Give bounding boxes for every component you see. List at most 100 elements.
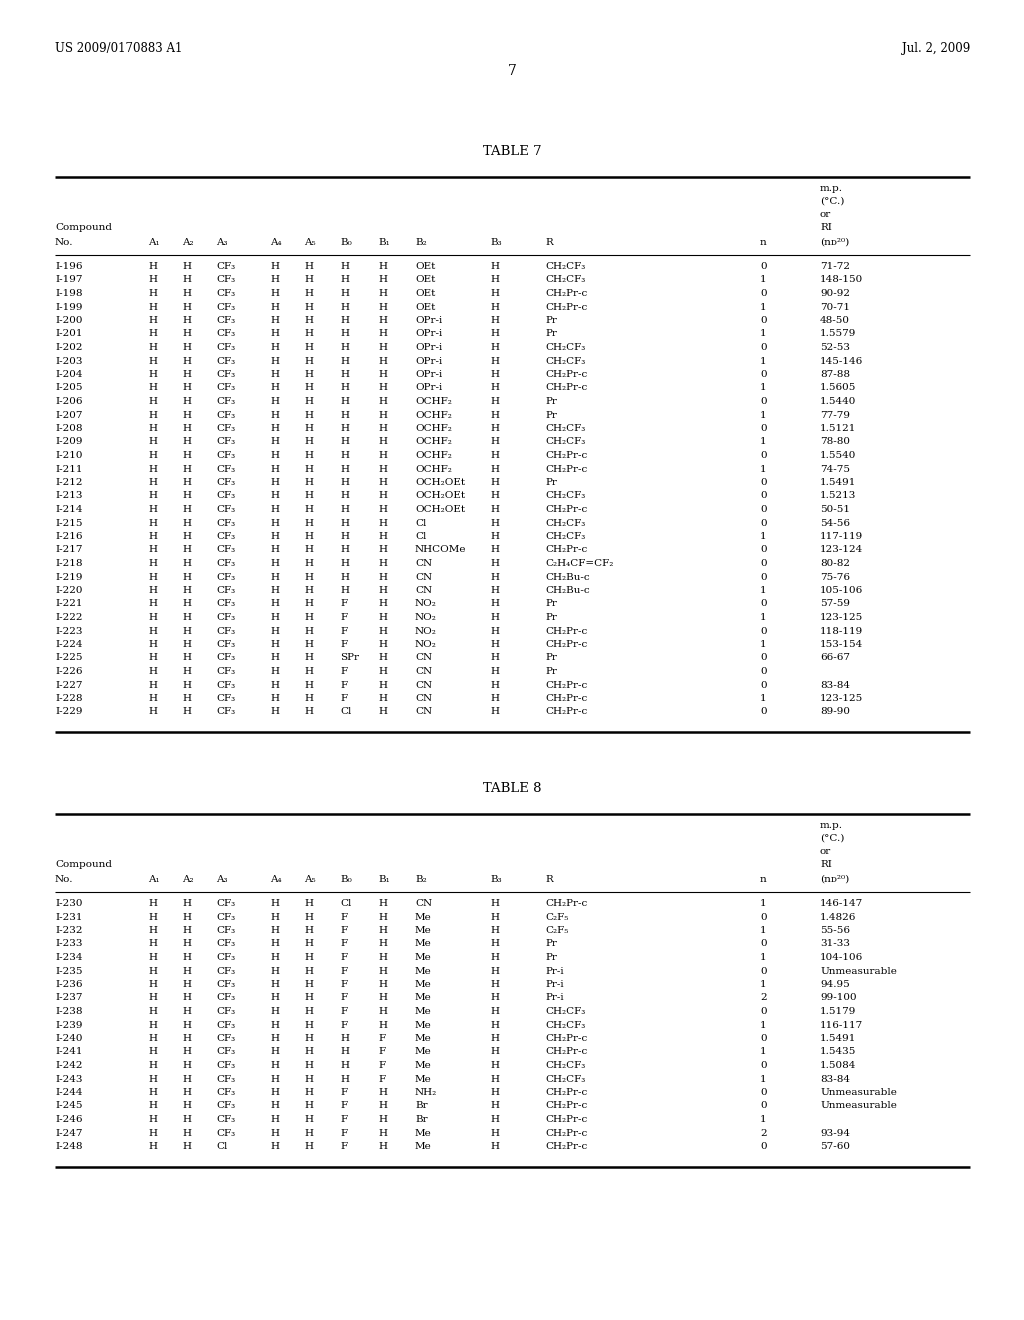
Text: I-241: I-241 bbox=[55, 1048, 83, 1056]
Text: F: F bbox=[340, 1020, 347, 1030]
Text: F: F bbox=[340, 1142, 347, 1151]
Text: CF₃: CF₃ bbox=[216, 545, 236, 554]
Text: OEt: OEt bbox=[415, 289, 435, 298]
Text: 1.5213: 1.5213 bbox=[820, 491, 856, 500]
Text: (nᴅ²⁰): (nᴅ²⁰) bbox=[820, 875, 849, 884]
Text: H: H bbox=[182, 451, 191, 459]
Text: B₃: B₃ bbox=[490, 875, 502, 884]
Text: H: H bbox=[490, 478, 499, 487]
Text: H: H bbox=[490, 1088, 499, 1097]
Text: H: H bbox=[148, 1101, 157, 1110]
Text: CN: CN bbox=[415, 681, 432, 689]
Text: H: H bbox=[182, 586, 191, 595]
Text: H: H bbox=[270, 465, 279, 474]
Text: 70-71: 70-71 bbox=[820, 302, 850, 312]
Text: H: H bbox=[490, 519, 499, 528]
Text: H: H bbox=[182, 424, 191, 433]
Text: H: H bbox=[270, 491, 279, 500]
Text: I-225: I-225 bbox=[55, 653, 83, 663]
Text: Pr: Pr bbox=[545, 612, 557, 622]
Text: H: H bbox=[270, 370, 279, 379]
Text: H: H bbox=[378, 1115, 387, 1125]
Text: CH₂CF₃: CH₂CF₃ bbox=[545, 437, 586, 446]
Text: H: H bbox=[270, 411, 279, 420]
Text: Me: Me bbox=[415, 1074, 432, 1084]
Text: CN: CN bbox=[415, 573, 432, 582]
Text: H: H bbox=[490, 491, 499, 500]
Text: H: H bbox=[304, 558, 313, 568]
Text: H: H bbox=[182, 994, 191, 1002]
Text: H: H bbox=[270, 627, 279, 635]
Text: H: H bbox=[490, 1142, 499, 1151]
Text: 0: 0 bbox=[760, 599, 767, 609]
Text: H: H bbox=[148, 694, 157, 704]
Text: 31-33: 31-33 bbox=[820, 940, 850, 949]
Text: CF₃: CF₃ bbox=[216, 966, 236, 975]
Text: OEt: OEt bbox=[415, 261, 435, 271]
Text: 1: 1 bbox=[760, 1115, 767, 1125]
Text: H: H bbox=[182, 694, 191, 704]
Text: 75-76: 75-76 bbox=[820, 573, 850, 582]
Text: I-214: I-214 bbox=[55, 506, 83, 513]
Text: H: H bbox=[182, 1115, 191, 1125]
Text: H: H bbox=[490, 940, 499, 949]
Text: 1.5491: 1.5491 bbox=[820, 1034, 856, 1043]
Text: Br: Br bbox=[415, 1101, 428, 1110]
Text: H: H bbox=[148, 612, 157, 622]
Text: H: H bbox=[182, 397, 191, 407]
Text: CF₃: CF₃ bbox=[216, 667, 236, 676]
Text: H: H bbox=[304, 994, 313, 1002]
Text: 145-146: 145-146 bbox=[820, 356, 863, 366]
Text: H: H bbox=[182, 330, 191, 338]
Text: 0: 0 bbox=[760, 667, 767, 676]
Text: H: H bbox=[182, 627, 191, 635]
Text: H: H bbox=[490, 681, 499, 689]
Text: CF₃: CF₃ bbox=[216, 599, 236, 609]
Text: H: H bbox=[490, 315, 499, 325]
Text: I-224: I-224 bbox=[55, 640, 83, 649]
Text: H: H bbox=[182, 478, 191, 487]
Text: H: H bbox=[270, 899, 279, 908]
Text: H: H bbox=[304, 384, 313, 392]
Text: F: F bbox=[340, 1129, 347, 1138]
Text: H: H bbox=[182, 612, 191, 622]
Text: I-209: I-209 bbox=[55, 437, 83, 446]
Text: A₃: A₃ bbox=[216, 875, 227, 884]
Text: CF₃: CF₃ bbox=[216, 343, 236, 352]
Text: 0: 0 bbox=[760, 1101, 767, 1110]
Text: H: H bbox=[304, 667, 313, 676]
Text: H: H bbox=[340, 545, 349, 554]
Text: F: F bbox=[378, 1074, 385, 1084]
Text: H: H bbox=[378, 966, 387, 975]
Text: H: H bbox=[304, 1048, 313, 1056]
Text: 87-88: 87-88 bbox=[820, 370, 850, 379]
Text: m.p.: m.p. bbox=[820, 821, 843, 830]
Text: 1.5579: 1.5579 bbox=[820, 330, 856, 338]
Text: RI: RI bbox=[820, 861, 831, 869]
Text: H: H bbox=[148, 994, 157, 1002]
Text: CH₂CF₃: CH₂CF₃ bbox=[545, 519, 586, 528]
Text: H: H bbox=[378, 315, 387, 325]
Text: H: H bbox=[490, 927, 499, 935]
Text: H: H bbox=[340, 343, 349, 352]
Text: 1.5605: 1.5605 bbox=[820, 384, 856, 392]
Text: I-235: I-235 bbox=[55, 966, 83, 975]
Text: CF₃: CF₃ bbox=[216, 586, 236, 595]
Text: H: H bbox=[340, 424, 349, 433]
Text: CF₃: CF₃ bbox=[216, 491, 236, 500]
Text: I-237: I-237 bbox=[55, 994, 83, 1002]
Text: CF₃: CF₃ bbox=[216, 1020, 236, 1030]
Text: H: H bbox=[182, 953, 191, 962]
Text: I-197: I-197 bbox=[55, 276, 83, 285]
Text: H: H bbox=[304, 586, 313, 595]
Text: H: H bbox=[490, 437, 499, 446]
Text: H: H bbox=[148, 927, 157, 935]
Text: H: H bbox=[148, 1034, 157, 1043]
Text: H: H bbox=[490, 1129, 499, 1138]
Text: CH₂CF₃: CH₂CF₃ bbox=[545, 491, 586, 500]
Text: 55-56: 55-56 bbox=[820, 927, 850, 935]
Text: H: H bbox=[378, 927, 387, 935]
Text: H: H bbox=[304, 694, 313, 704]
Text: Me: Me bbox=[415, 994, 432, 1002]
Text: CH₂Pr-c: CH₂Pr-c bbox=[545, 545, 587, 554]
